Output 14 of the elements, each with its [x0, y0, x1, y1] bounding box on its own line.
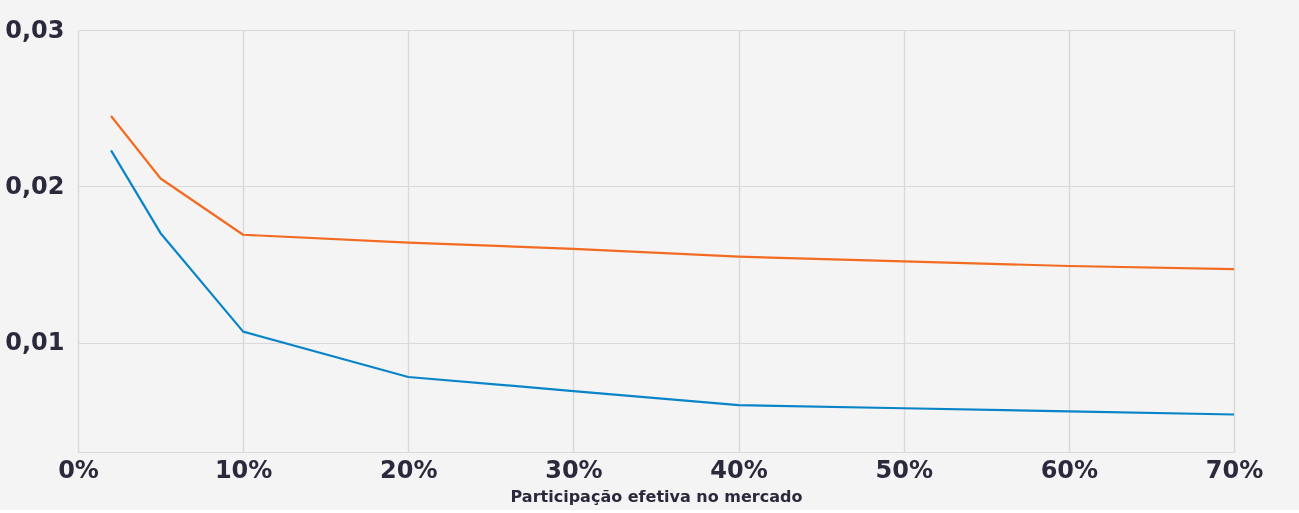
- line-series: [109, 149, 1236, 416]
- y-tick-label: 0,02: [5, 171, 65, 200]
- x-tick-label: 40%: [710, 455, 768, 484]
- x-tick-label: 60%: [1040, 455, 1099, 484]
- x-tick-label: 30%: [545, 455, 603, 484]
- x-tick-label: 20%: [380, 455, 438, 484]
- x-tick-label: 50%: [875, 455, 933, 484]
- x-axis-title: Participação efetiva no mercado: [510, 486, 803, 506]
- x-tick-label: 70%: [1205, 455, 1264, 484]
- y-tick-label: 0,01: [5, 328, 65, 357]
- x-tick-label: 10%: [214, 455, 273, 484]
- x-tick-label: 0%: [58, 455, 99, 484]
- line-series: [109, 114, 1236, 271]
- y-tick-label: 0,03: [5, 15, 65, 44]
